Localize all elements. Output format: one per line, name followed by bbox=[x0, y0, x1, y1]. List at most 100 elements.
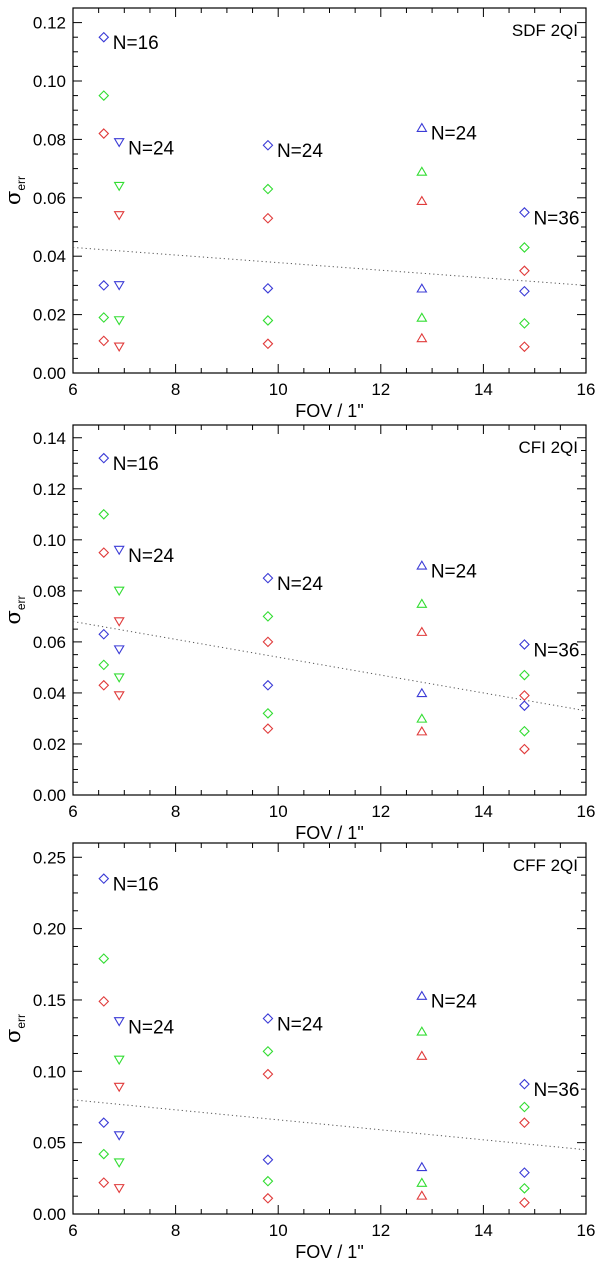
up-triangle-marker bbox=[416, 687, 428, 698]
n-label: N=36 bbox=[533, 640, 579, 661]
up-triangle-marker bbox=[416, 713, 428, 723]
x-tick-label: 16 bbox=[577, 802, 596, 821]
diamond-marker bbox=[98, 335, 110, 347]
diamond-marker bbox=[262, 282, 274, 294]
x-tick-label: 8 bbox=[171, 1221, 180, 1240]
diamond-marker bbox=[262, 338, 274, 350]
y-tick-label: 0.04 bbox=[33, 247, 66, 266]
down-triangle-marker bbox=[113, 1017, 125, 1027]
diamond-marker bbox=[519, 1101, 530, 1113]
y-axis-label-subscript: err bbox=[14, 1014, 28, 1029]
diamond-marker bbox=[519, 1182, 530, 1194]
diamond-marker bbox=[98, 1117, 110, 1129]
y-axis-label: σerr bbox=[1, 176, 28, 205]
n-label: N=16 bbox=[113, 875, 159, 896]
n-label: N=24 bbox=[277, 141, 323, 162]
diamond-marker bbox=[98, 280, 110, 291]
up-triangle-marker bbox=[416, 1050, 428, 1060]
fit-line bbox=[72, 1099, 587, 1151]
up-triangle-marker bbox=[416, 1190, 428, 1200]
n-label: N=24 bbox=[128, 138, 174, 159]
y-axis-label-symbol: σ bbox=[1, 610, 25, 624]
y-tick-label: 0.08 bbox=[33, 582, 66, 601]
up-triangle-marker bbox=[416, 122, 428, 132]
y-tick-label: 0.08 bbox=[33, 130, 66, 149]
x-tick-label: 6 bbox=[68, 380, 77, 399]
diamond-marker bbox=[262, 1068, 274, 1080]
x-tick-label: 8 bbox=[171, 380, 180, 399]
x-tick-label: 6 bbox=[68, 802, 77, 821]
up-triangle-marker bbox=[416, 560, 428, 570]
y-axis-label-subscript: err bbox=[14, 176, 28, 191]
n-label: N=24 bbox=[431, 124, 477, 145]
chart-panel-1: 6 8 10 12 14 16 0.00 0.02 0.04 0.06 0.08 0.10 0.12 FO… bbox=[1, 7, 596, 421]
diamond-marker bbox=[262, 139, 274, 151]
up-triangle-marker bbox=[416, 166, 428, 176]
diamond-marker bbox=[262, 679, 274, 691]
n-label: N=16 bbox=[113, 33, 159, 54]
down-triangle-marker bbox=[113, 1131, 125, 1141]
down-triangle-marker bbox=[113, 211, 125, 221]
fit-line bbox=[72, 246, 587, 286]
n-label: N=36 bbox=[533, 1080, 579, 1101]
down-triangle-marker bbox=[113, 586, 125, 597]
diamond-marker bbox=[262, 315, 274, 326]
diamond-marker bbox=[262, 1192, 274, 1204]
x-tick-label: 16 bbox=[577, 380, 596, 399]
down-triangle-marker bbox=[113, 342, 125, 352]
y-tick-label: 0.10 bbox=[33, 531, 66, 550]
diamond-marker bbox=[262, 572, 274, 584]
n-label: N=24 bbox=[431, 992, 477, 1013]
diamond-marker bbox=[519, 725, 530, 737]
diamond-marker bbox=[262, 636, 274, 648]
chart-panel-2: 6 8 10 12 14 16 0.00 0.02 0.04 0.06 0.08 0.10 0.12 0.… bbox=[1, 424, 596, 843]
y-tick-label: 0.06 bbox=[33, 633, 66, 652]
panel-title: CFF 2QI bbox=[513, 856, 578, 875]
y-tick-label: 0.00 bbox=[33, 364, 66, 383]
y-tick-label: 0.25 bbox=[33, 848, 66, 867]
n-label: N=24 bbox=[431, 561, 477, 582]
y-tick-label: 0.00 bbox=[33, 786, 66, 805]
diamond-marker bbox=[519, 341, 530, 353]
plot-frame bbox=[72, 424, 587, 796]
up-triangle-marker bbox=[416, 1026, 428, 1036]
diamond-marker bbox=[519, 242, 530, 253]
diamond-marker bbox=[519, 669, 530, 681]
down-triangle-marker bbox=[113, 691, 125, 701]
up-triangle-marker bbox=[416, 312, 428, 322]
diamond-marker bbox=[98, 547, 110, 558]
x-tick-label: 14 bbox=[474, 802, 493, 821]
y-axis-label-symbol: σ bbox=[1, 191, 25, 205]
diamond-marker bbox=[519, 285, 530, 297]
diamond-marker bbox=[262, 1154, 274, 1166]
y-tick-label: 0.06 bbox=[33, 189, 66, 208]
y-tick-label: 0.12 bbox=[33, 480, 66, 499]
up-triangle-marker bbox=[416, 626, 428, 636]
diamond-marker bbox=[98, 953, 110, 964]
x-axis-label: FOV / 1" bbox=[295, 401, 363, 421]
x-tick-label: 10 bbox=[269, 380, 288, 399]
up-triangle-marker bbox=[416, 283, 428, 293]
diamond-marker bbox=[519, 690, 530, 701]
diamond-marker bbox=[519, 265, 530, 277]
diamond-marker bbox=[519, 639, 530, 650]
diamond-marker bbox=[98, 1177, 110, 1188]
diamond-marker bbox=[519, 1117, 530, 1129]
down-triangle-marker bbox=[113, 1184, 125, 1194]
x-tick-label: 12 bbox=[371, 1221, 390, 1240]
diamond-marker bbox=[519, 1197, 530, 1208]
down-triangle-marker bbox=[113, 1082, 125, 1093]
y-tick-label: 0.20 bbox=[33, 920, 66, 939]
diamond-marker bbox=[98, 452, 110, 464]
fit-line bbox=[72, 620, 587, 712]
down-triangle-marker bbox=[113, 545, 125, 556]
x-tick-label: 6 bbox=[68, 1221, 77, 1240]
diamond-marker bbox=[98, 90, 110, 101]
x-tick-label: 16 bbox=[577, 1221, 596, 1240]
diamond-marker bbox=[98, 508, 110, 520]
y-axis-label-symbol: σ bbox=[1, 1029, 25, 1043]
y-tick-label: 0.12 bbox=[33, 14, 66, 33]
down-triangle-marker bbox=[113, 1158, 125, 1168]
y-tick-label: 0.05 bbox=[33, 1134, 66, 1153]
